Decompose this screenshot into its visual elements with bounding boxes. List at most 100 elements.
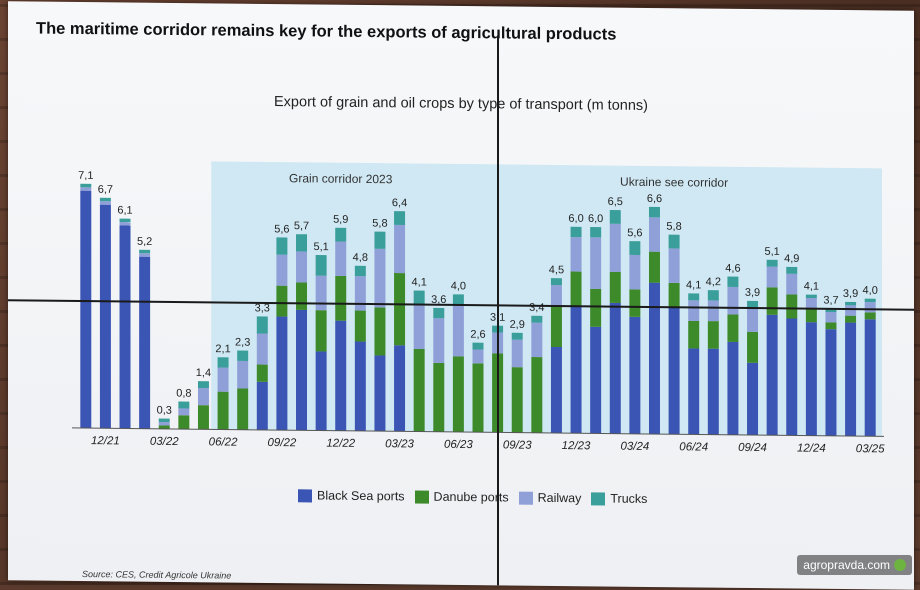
bar-segment xyxy=(511,339,523,368)
bar-segment xyxy=(99,201,111,205)
bar-total-label: 1,4 xyxy=(196,367,211,379)
bar-segment xyxy=(707,321,719,349)
bar-segment xyxy=(217,357,229,368)
bar-total-label: 5,7 xyxy=(294,220,309,232)
bar-total-label: 6,0 xyxy=(588,213,603,225)
bar-segment xyxy=(825,322,837,330)
bar-segment xyxy=(570,305,582,434)
bar-segment xyxy=(433,362,445,432)
x-tick-label: 03/23 xyxy=(385,438,414,450)
watermark-text: agropravda.com xyxy=(803,558,890,572)
bar-segment xyxy=(727,341,739,435)
bar-segment xyxy=(550,285,562,306)
bar-segment xyxy=(727,286,739,315)
bar-segment xyxy=(335,241,347,276)
bar-segment xyxy=(237,360,249,389)
bar-segment xyxy=(256,381,268,430)
bar-segment xyxy=(825,329,837,436)
bar-segment xyxy=(139,256,151,429)
bar-segment xyxy=(237,388,249,430)
bar-total-label: 6,4 xyxy=(392,197,407,209)
bar-segment xyxy=(80,190,92,429)
bar-segment xyxy=(648,251,660,283)
bar-segment xyxy=(256,364,268,382)
bar-segment xyxy=(864,298,876,303)
legend-item: Trucks xyxy=(591,491,647,506)
bar-segment xyxy=(276,316,288,431)
bar-total-label: 6,0 xyxy=(568,213,583,225)
bar-segment xyxy=(413,304,425,350)
bar-segment xyxy=(629,254,641,290)
bar-segment xyxy=(335,320,347,431)
screen-seam-vertical xyxy=(497,36,499,586)
bar-segment xyxy=(609,209,621,224)
bar-segment xyxy=(354,265,366,277)
bar-segment xyxy=(707,348,719,435)
bar-segment xyxy=(197,405,209,430)
bar-segment xyxy=(511,332,523,340)
bar-segment xyxy=(158,418,170,423)
bar-segment xyxy=(178,408,190,416)
bar-segment xyxy=(845,305,857,316)
bar-segment xyxy=(217,391,229,430)
bar-segment xyxy=(766,259,778,267)
bar-segment xyxy=(707,290,719,301)
x-tick-label: 12/21 xyxy=(91,435,120,447)
bar-segment xyxy=(609,271,621,303)
bar-segment xyxy=(805,298,817,309)
bar-segment xyxy=(119,225,131,429)
bar-segment xyxy=(80,183,92,188)
bar-segment xyxy=(590,237,602,289)
bar-total-label: 4,2 xyxy=(706,276,721,288)
bar-segment xyxy=(590,288,602,327)
bar-total-label: 6,7 xyxy=(98,184,113,196)
bar-segment xyxy=(354,341,366,432)
bar-segment xyxy=(374,231,386,249)
bar-total-label: 4,9 xyxy=(784,253,799,265)
bar-segment xyxy=(727,314,739,343)
bar-segment xyxy=(158,421,170,426)
legend-swatch xyxy=(518,491,533,505)
bar-segment xyxy=(119,218,131,223)
bar-total-label: 0,8 xyxy=(176,387,191,399)
bar-segment xyxy=(276,285,288,317)
bar-total-label: 2,9 xyxy=(510,319,525,331)
bar-total-label: 4,8 xyxy=(353,252,368,264)
bar-total-label: 3,3 xyxy=(255,302,270,314)
bar-segment xyxy=(433,318,445,364)
bar-total-label: 4,5 xyxy=(549,264,564,276)
bar-total-label: 2,6 xyxy=(470,329,485,341)
x-tick-label: 06/24 xyxy=(679,441,708,453)
bar-segment xyxy=(864,319,876,437)
bar-segment xyxy=(550,346,562,434)
bar-total-label: 4,0 xyxy=(451,280,466,292)
bar-segment xyxy=(668,306,680,435)
bar-segment xyxy=(354,310,366,342)
bar-segment xyxy=(80,187,92,191)
corridor-label-1: Ukraine see corridor xyxy=(620,175,728,190)
bar-total-label: 6,6 xyxy=(647,193,662,205)
bar-segment xyxy=(707,300,719,322)
legend-item: Railway xyxy=(518,491,581,505)
x-tick-label: 09/23 xyxy=(503,439,532,451)
legend-swatch xyxy=(298,488,312,502)
bar-total-label: 3,9 xyxy=(745,287,760,299)
bar-total-label: 3,4 xyxy=(529,302,544,314)
bar-segment xyxy=(668,234,680,249)
bar-total-label: 6,5 xyxy=(608,196,623,208)
bar-total-label: 5,8 xyxy=(372,218,387,230)
x-tick-label: 12/24 xyxy=(797,443,826,455)
x-tick-label: 09/24 xyxy=(738,442,767,454)
bar-segment xyxy=(217,367,229,392)
legend-label: Black Sea ports xyxy=(317,488,405,504)
bar-segment xyxy=(805,294,817,299)
bar-segment xyxy=(766,266,778,288)
bar-total-label: 2,1 xyxy=(215,343,230,355)
bar-segment xyxy=(531,315,543,323)
bar-segment xyxy=(394,211,406,226)
bar-segment xyxy=(688,293,700,301)
bar-segment xyxy=(786,266,798,274)
bar-segment xyxy=(648,217,660,252)
bar-segment xyxy=(139,249,151,254)
bar-segment xyxy=(747,331,759,363)
